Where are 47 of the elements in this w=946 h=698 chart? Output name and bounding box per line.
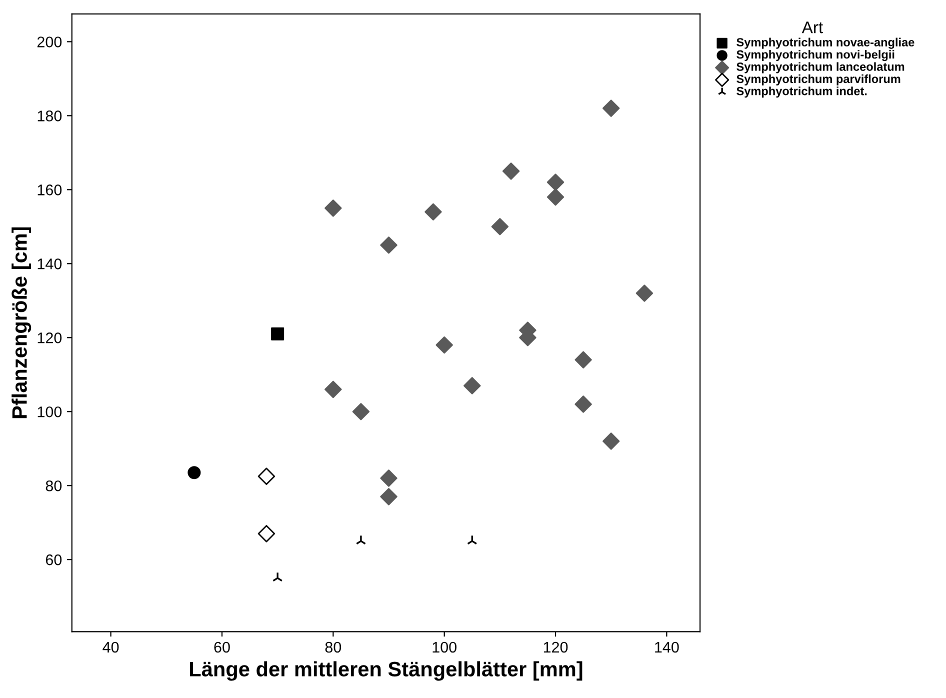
y-tick-label: 100 (38, 406, 62, 418)
point (272, 572, 283, 582)
y-tick-label: 160 (38, 184, 62, 196)
point (258, 468, 276, 485)
point (380, 236, 398, 254)
point (574, 351, 592, 368)
legend-title: Art (802, 22, 823, 34)
point (352, 402, 370, 420)
point (636, 284, 654, 302)
x-tick-label: 60 (214, 642, 230, 653)
point (466, 534, 478, 545)
point (356, 534, 366, 545)
point (546, 174, 564, 191)
x-tick-label: 120 (544, 642, 568, 653)
point (380, 488, 398, 506)
point (324, 380, 342, 398)
point (258, 525, 276, 542)
y-tick-label: 140 (38, 258, 62, 270)
point (188, 466, 201, 480)
point (574, 396, 592, 413)
y-tick-label: 120 (38, 332, 62, 344)
x-axis-title: Länge der mittleren Stängelblätter [mm] (190, 661, 582, 681)
y-tick-label: 200 (37, 36, 62, 48)
y-tick-label: 60 (46, 554, 62, 566)
legend-label: Symphyotrichum novi-belgii (736, 50, 894, 62)
point (602, 100, 620, 117)
point (502, 162, 520, 180)
y-axis-title: Pflanzengröße [cm] (12, 227, 32, 418)
point (324, 200, 342, 217)
point (271, 327, 284, 340)
legend-label: Symphyotrichum lanceolatum (736, 62, 904, 74)
x-tick-label: 80 (325, 642, 342, 653)
point (380, 470, 398, 487)
legend-label: Symphyotrichum novae-angliae (736, 38, 914, 49)
y-tick-label: 80 (46, 480, 62, 492)
x-tick-label: 40 (102, 642, 119, 653)
x-tick-label: 140 (655, 642, 679, 653)
legend-label: Symphyotrichum indet. (736, 86, 867, 98)
point (424, 203, 442, 220)
point (464, 377, 481, 394)
point (491, 218, 509, 236)
point (546, 188, 564, 206)
legend-label: Symphyotrichum parviflorum (736, 74, 900, 86)
y-tick-label: 180 (38, 110, 62, 122)
point (602, 432, 620, 450)
x-tick-label: 100 (432, 642, 456, 653)
point (436, 336, 453, 354)
